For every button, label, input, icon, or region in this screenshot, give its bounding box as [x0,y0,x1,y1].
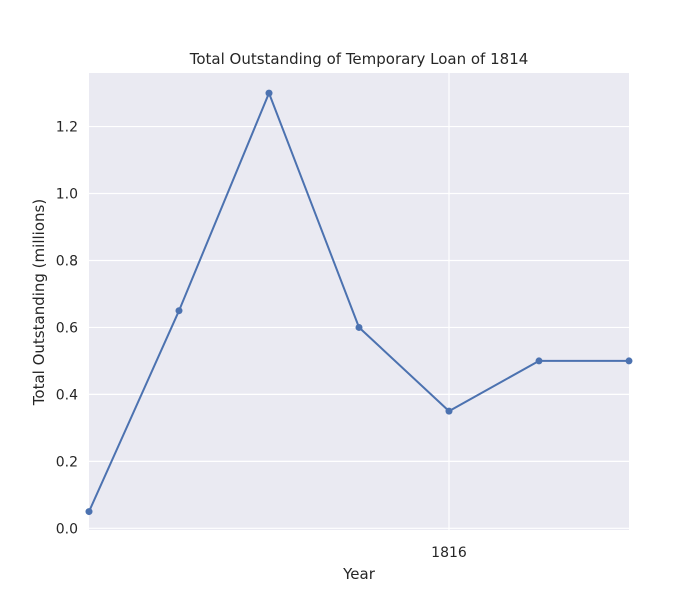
chart-title: Total Outstanding of Temporary Loan of 1… [189,50,529,68]
y-tick-label: 0.6 [56,320,78,336]
y-tick-label: 1.2 [56,120,78,136]
y-tick-label: 0.8 [56,253,78,269]
y-tick-label: 1.0 [56,187,78,203]
y-tick-label: 0.0 [56,521,78,537]
x-tick-labels: 1816 [431,545,467,561]
data-point [445,407,453,415]
data-point [265,89,273,97]
series-layer [85,89,633,516]
y-tick-label: 0.2 [56,454,78,470]
data-point [355,323,363,331]
plot-area [89,73,629,530]
y-tick-label: 0.4 [56,387,78,403]
y-axis-label: Total Outstanding (millions) [30,199,48,406]
data-point [535,357,543,365]
x-tick-label: 1816 [431,545,467,561]
grid-lines [89,73,629,530]
data-point [625,357,633,365]
y-tick-labels: 0.0 0.2 0.4 0.6 0.8 1.0 1.2 [56,120,78,538]
data-point [175,307,183,315]
data-point [85,508,93,516]
x-axis-label: Year [342,565,376,583]
